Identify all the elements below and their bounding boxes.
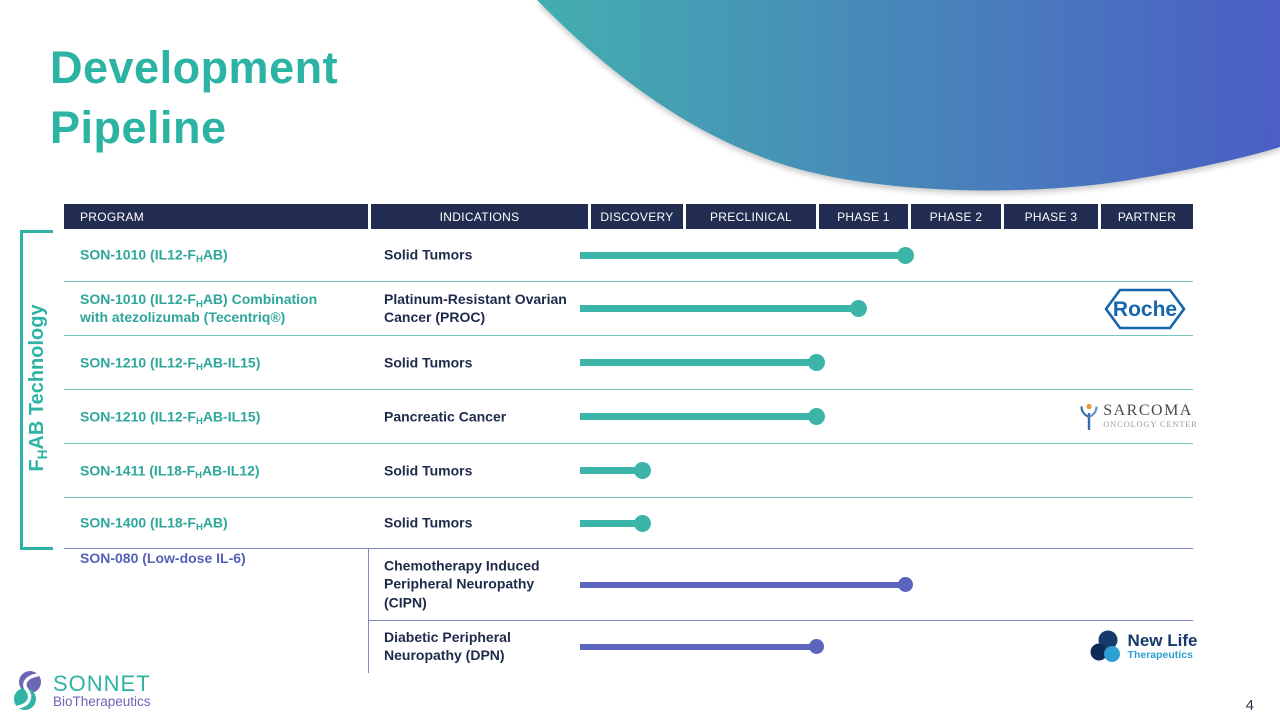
progress-dot — [634, 462, 651, 479]
sarcoma-oncology-logo: SARCOMA ONCOLOGY CENTER — [1072, 401, 1204, 431]
group-vertical-divider — [368, 549, 369, 673]
progress-bar — [580, 246, 914, 264]
program-name: SON-1400 (IL18-FHAB) — [80, 514, 228, 534]
indication: Solid Tumors — [384, 462, 473, 479]
progress-bar — [580, 576, 913, 594]
program-name: SON-1210 (IL12-FHAB-IL15) — [80, 354, 261, 373]
roche-logo: Roche — [1096, 285, 1193, 333]
progress-dot — [634, 514, 651, 532]
progress-bar — [580, 300, 867, 318]
pipeline-group-son080: SON-080 (Low-dose IL-6) Chemotherapy Ind… — [64, 549, 1197, 673]
program-name: SON-1010 (IL12-FHAB) — [80, 246, 228, 266]
progress-bar — [580, 462, 651, 480]
header-phase3: PHASE 3 — [1004, 204, 1098, 229]
pipeline-table: PROGRAM INDICATIONS DISCOVERY PRECLINICA… — [64, 204, 1197, 673]
indication: Solid Tumors — [384, 246, 473, 263]
sonnet-s-icon — [14, 671, 41, 710]
indication: Solid Tumors — [384, 514, 473, 531]
progress-dot — [850, 300, 867, 317]
header-preclinical: PRECLINICAL — [686, 204, 816, 229]
header-phase2: PHASE 2 — [911, 204, 1001, 229]
pipeline-row-son1210-pancreatic: SON-1210 (IL12-FHAB-IL15) Pancreatic Can… — [64, 390, 1197, 444]
program-name: SON-1010 (IL12-FHAB) Combination with ate… — [80, 290, 375, 328]
indication: Solid Tumors — [384, 354, 473, 371]
progress-dot — [808, 354, 825, 371]
progress-dot — [897, 246, 914, 264]
header-program: PROGRAM — [64, 204, 368, 229]
progress-bar — [580, 354, 825, 372]
header-phase1: PHASE 1 — [819, 204, 908, 229]
newlife-logo-line2: Therapeutics — [1127, 648, 1193, 661]
pipeline-row-son1010-combo: SON-1010 (IL12-FHAB) Combination with ate… — [64, 282, 1193, 336]
sonnet-biotherapeutics-logo: SONNET BioTherapeutics — [8, 668, 151, 714]
page-number: 4 — [1245, 697, 1254, 714]
indication: Pancreatic Cancer — [384, 408, 507, 425]
progress-dot — [809, 639, 824, 654]
pipeline-subrow-dpn: Diabetic Peripheral Neuropathy (DPN) New… — [64, 620, 1197, 673]
title-line-1: Development — [50, 42, 339, 93]
sarcoma-logo-line2: ONCOLOGY CENTER — [1103, 418, 1198, 429]
fhab-bracket — [20, 230, 53, 550]
pipeline-row-son1210-solid: SON-1210 (IL12-FHAB-IL15) Solid Tumors — [64, 336, 1193, 390]
progress-bar — [580, 638, 824, 656]
new-life-therapeutics-logo: New Life Therapeutics — [1084, 630, 1202, 664]
program-name-line2: with atezolizumab (Tecentriq®) — [80, 309, 286, 326]
sarcoma-logo-line1: SARCOMA — [1103, 401, 1193, 419]
table-header-row: PROGRAM INDICATIONS DISCOVERY PRECLINICA… — [64, 204, 1193, 229]
fhab-technology-label: FHAB Technology — [26, 304, 50, 472]
progress-bar — [580, 408, 825, 426]
indication: Chemotherapy Induced Peripheral Neuropat… — [384, 557, 540, 611]
pipeline-row-son1010: SON-1010 (IL12-FHAB) Solid Tumors — [64, 229, 1193, 282]
program-name: SON-080 (Low-dose IL-6) — [80, 550, 246, 566]
program-name: SON-1210 (IL12-FHAB-IL15) — [80, 408, 261, 427]
indication: Diabetic Peripheral Neuropathy (DPN) — [384, 628, 511, 664]
progress-dot — [808, 408, 825, 425]
page-title: Development Pipeline — [50, 38, 338, 158]
roche-logo-text: Roche — [1112, 298, 1176, 321]
sonnet-logo-line1: SONNET — [53, 670, 151, 696]
title-line-2: Pipeline — [50, 101, 227, 153]
indication: Platinum-Resistant Ovarian Cancer (PROC) — [384, 290, 567, 326]
progress-dot — [898, 577, 913, 592]
program-name: SON-1411 (IL18-FHAB-IL12) — [80, 462, 260, 481]
header-indications: INDICATIONS — [371, 204, 588, 229]
progress-bar — [580, 514, 651, 532]
header-partner: PARTNER — [1101, 204, 1193, 229]
new-life-circles-icon — [1090, 630, 1120, 662]
newlife-logo-line1: New Life — [1127, 631, 1198, 651]
sarcoma-tree-icon — [1080, 403, 1098, 430]
pipeline-subrow-cipn: Chemotherapy Induced Peripheral Neuropat… — [64, 549, 1193, 620]
pipeline-row-son1400: SON-1400 (IL18-FHAB) Solid Tumors — [64, 498, 1193, 549]
header-discovery: DISCOVERY — [591, 204, 683, 229]
group-row-divider — [368, 620, 1193, 621]
sonnet-logo-line2: BioTherapeutics — [53, 693, 151, 709]
pipeline-row-son1411: SON-1411 (IL18-FHAB-IL12) Solid Tumors — [64, 444, 1193, 498]
